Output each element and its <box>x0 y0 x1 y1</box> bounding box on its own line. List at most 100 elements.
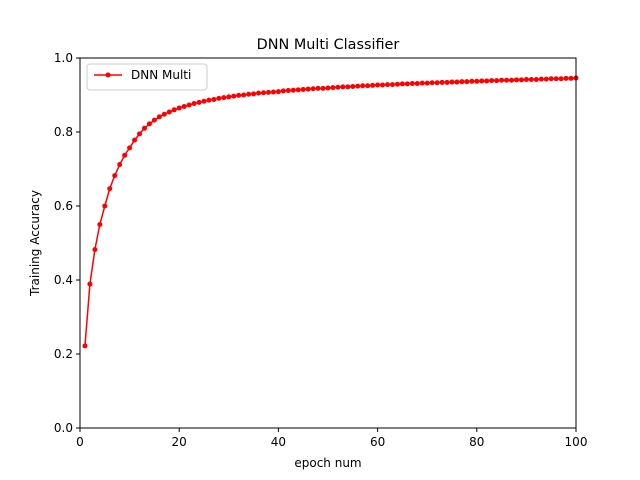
plot-frame <box>79 57 577 429</box>
data-point <box>350 83 356 89</box>
data-point <box>513 77 519 83</box>
data-point <box>543 76 549 82</box>
data-point <box>548 76 554 82</box>
y-tick-label: 0.0 <box>54 421 73 435</box>
data-point <box>409 81 415 87</box>
data-point <box>275 89 281 95</box>
data-point <box>434 80 440 86</box>
y-tick-label: 0.8 <box>54 125 73 139</box>
data-point <box>290 87 296 93</box>
data-point <box>385 82 391 88</box>
data-point <box>523 76 529 82</box>
data-point <box>251 91 257 97</box>
data-point <box>444 79 450 85</box>
x-tick-label: 20 <box>172 435 187 449</box>
data-point <box>236 92 242 98</box>
data-point <box>122 152 128 158</box>
y-tick-label: 0.4 <box>54 273 73 287</box>
data-point <box>399 81 405 87</box>
data-point <box>340 84 346 90</box>
data-point <box>270 89 276 95</box>
data-point <box>404 81 410 87</box>
data-point <box>117 162 123 168</box>
data-point <box>325 85 331 91</box>
x-tick-label: 40 <box>271 435 286 449</box>
data-point <box>300 86 306 92</box>
data-point <box>439 79 445 85</box>
data-point <box>246 91 252 97</box>
legend-label: DNN Multi <box>131 68 191 82</box>
x-axis-label: epoch num <box>294 456 361 470</box>
data-point <box>92 247 98 253</box>
legend-marker <box>105 72 111 78</box>
y-axis-label: Training Accuracy <box>28 190 42 297</box>
data-point <box>370 82 376 88</box>
data-point <box>568 75 574 81</box>
data-point <box>132 137 138 143</box>
data-point <box>429 80 435 86</box>
y-axis-ticks: 0.0 0.2 0.4 0.6 0.8 1.0 <box>54 51 80 435</box>
data-point <box>146 121 152 127</box>
y-tick-label: 0.6 <box>54 199 73 213</box>
data-point <box>231 93 237 99</box>
data-point <box>261 90 267 96</box>
data-point <box>102 203 108 209</box>
data-point <box>563 75 569 81</box>
x-tick-label: 0 <box>76 435 84 449</box>
data-point <box>310 86 316 92</box>
data-point <box>335 84 341 90</box>
data-point <box>171 107 177 113</box>
data-point <box>196 99 202 105</box>
x-tick-label: 80 <box>469 435 484 449</box>
data-point <box>533 76 539 82</box>
data-point <box>389 82 395 88</box>
data-point <box>414 81 420 87</box>
data-point <box>479 78 485 84</box>
data-point <box>528 76 534 82</box>
y-tick-label: 1.0 <box>54 51 73 65</box>
data-point <box>112 173 118 179</box>
data-point <box>330 85 336 91</box>
data-point <box>459 79 465 85</box>
data-point <box>315 85 321 91</box>
data-point <box>82 343 88 349</box>
data-point <box>221 95 227 101</box>
data-point <box>166 109 172 115</box>
data-point <box>474 78 480 84</box>
data-point <box>265 89 271 95</box>
chart-title: DNN Multi Classifier <box>257 37 400 53</box>
data-point <box>365 83 371 89</box>
data-point <box>87 281 93 287</box>
data-point <box>176 105 182 111</box>
data-point <box>97 222 103 227</box>
data-point <box>305 86 311 92</box>
data-point <box>161 111 167 117</box>
data-point <box>355 83 361 89</box>
data-point <box>360 83 366 89</box>
data-point <box>295 87 301 93</box>
data-point <box>216 95 222 101</box>
data-point <box>206 97 212 103</box>
data-point <box>137 131 143 137</box>
data-point <box>375 82 381 88</box>
data-point <box>320 85 326 91</box>
legend: DNN Multi <box>86 63 208 91</box>
data-point <box>285 88 291 94</box>
data-point <box>509 77 515 83</box>
y-tick-label: 0.2 <box>54 347 73 361</box>
data-point <box>484 78 490 84</box>
x-tick-label: 60 <box>370 435 385 449</box>
data-point <box>504 77 510 83</box>
data-point <box>454 79 460 85</box>
data-point <box>419 80 425 86</box>
data-point <box>380 82 386 88</box>
data-point <box>394 81 400 87</box>
data-point <box>141 125 147 131</box>
data-point <box>449 79 455 85</box>
data-point <box>553 76 559 82</box>
data-point <box>191 101 197 107</box>
data-point <box>107 186 113 192</box>
data-point <box>186 102 192 108</box>
data-point <box>424 80 430 86</box>
